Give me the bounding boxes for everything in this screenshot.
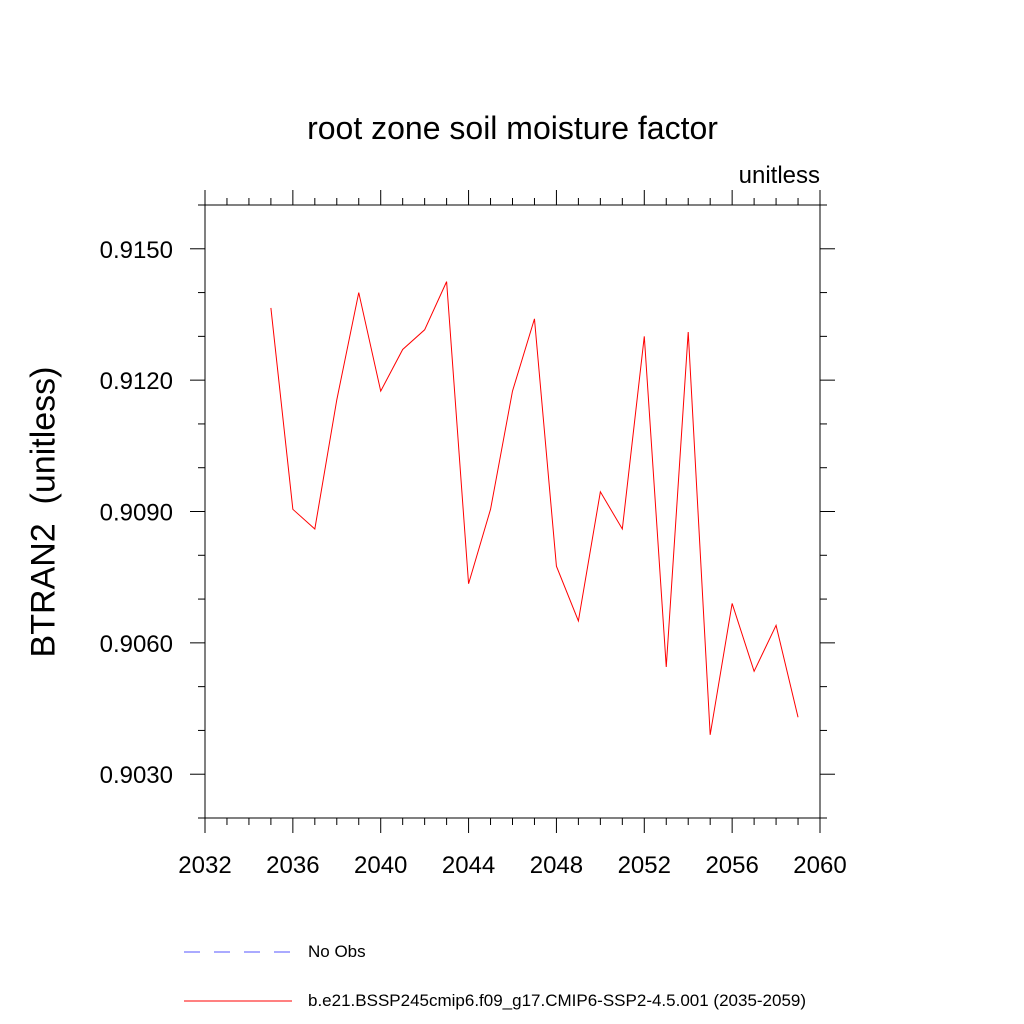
y-tick-label: 0.9150 <box>100 237 173 264</box>
legend-label-series: b.e21.BSSP245cmip6.f09_g17.CMIP6-SSP2-4.… <box>308 991 807 1010</box>
tick-labels: 2032 2036 2040 2044 2048 2052 2056 2060 0.9030 0.… <box>100 237 847 879</box>
x-tick-label: 2060 <box>793 852 846 879</box>
y-tick-label: 0.9120 <box>100 368 173 395</box>
legend-swatch-solid <box>184 1000 292 1002</box>
axes <box>204 204 821 819</box>
plot-frame <box>204 204 821 819</box>
units-label: unitless <box>738 162 820 189</box>
x-tick-label: 2048 <box>530 852 583 879</box>
legend-swatch-dashed <box>184 951 292 953</box>
legend-item-no-obs: No Obs <box>184 940 366 964</box>
y-tick-label: 0.9030 <box>100 762 173 789</box>
x-tick-label: 2056 <box>705 852 758 879</box>
x-tick-label: 2032 <box>178 852 231 879</box>
y-axis-label: BTRAN2 (unitless) <box>24 366 63 658</box>
x-tick-label: 2036 <box>266 852 319 879</box>
series-lines <box>270 281 799 735</box>
y-tick-label: 0.9060 <box>100 631 173 658</box>
legend-label-no-obs: No Obs <box>308 942 366 961</box>
x-tick-label: 2044 <box>442 852 495 879</box>
legend-item-series: b.e21.BSSP245cmip6.f09_g17.CMIP6-SSP2-4.… <box>184 989 806 1013</box>
series-line-0 <box>270 281 799 735</box>
y-tick-label: 0.9090 <box>100 500 173 527</box>
x-tick-label: 2052 <box>618 852 671 879</box>
tick-marks <box>190 190 835 833</box>
chart-title: root zone soil moisture factor <box>307 110 718 146</box>
x-tick-label: 2040 <box>354 852 407 879</box>
